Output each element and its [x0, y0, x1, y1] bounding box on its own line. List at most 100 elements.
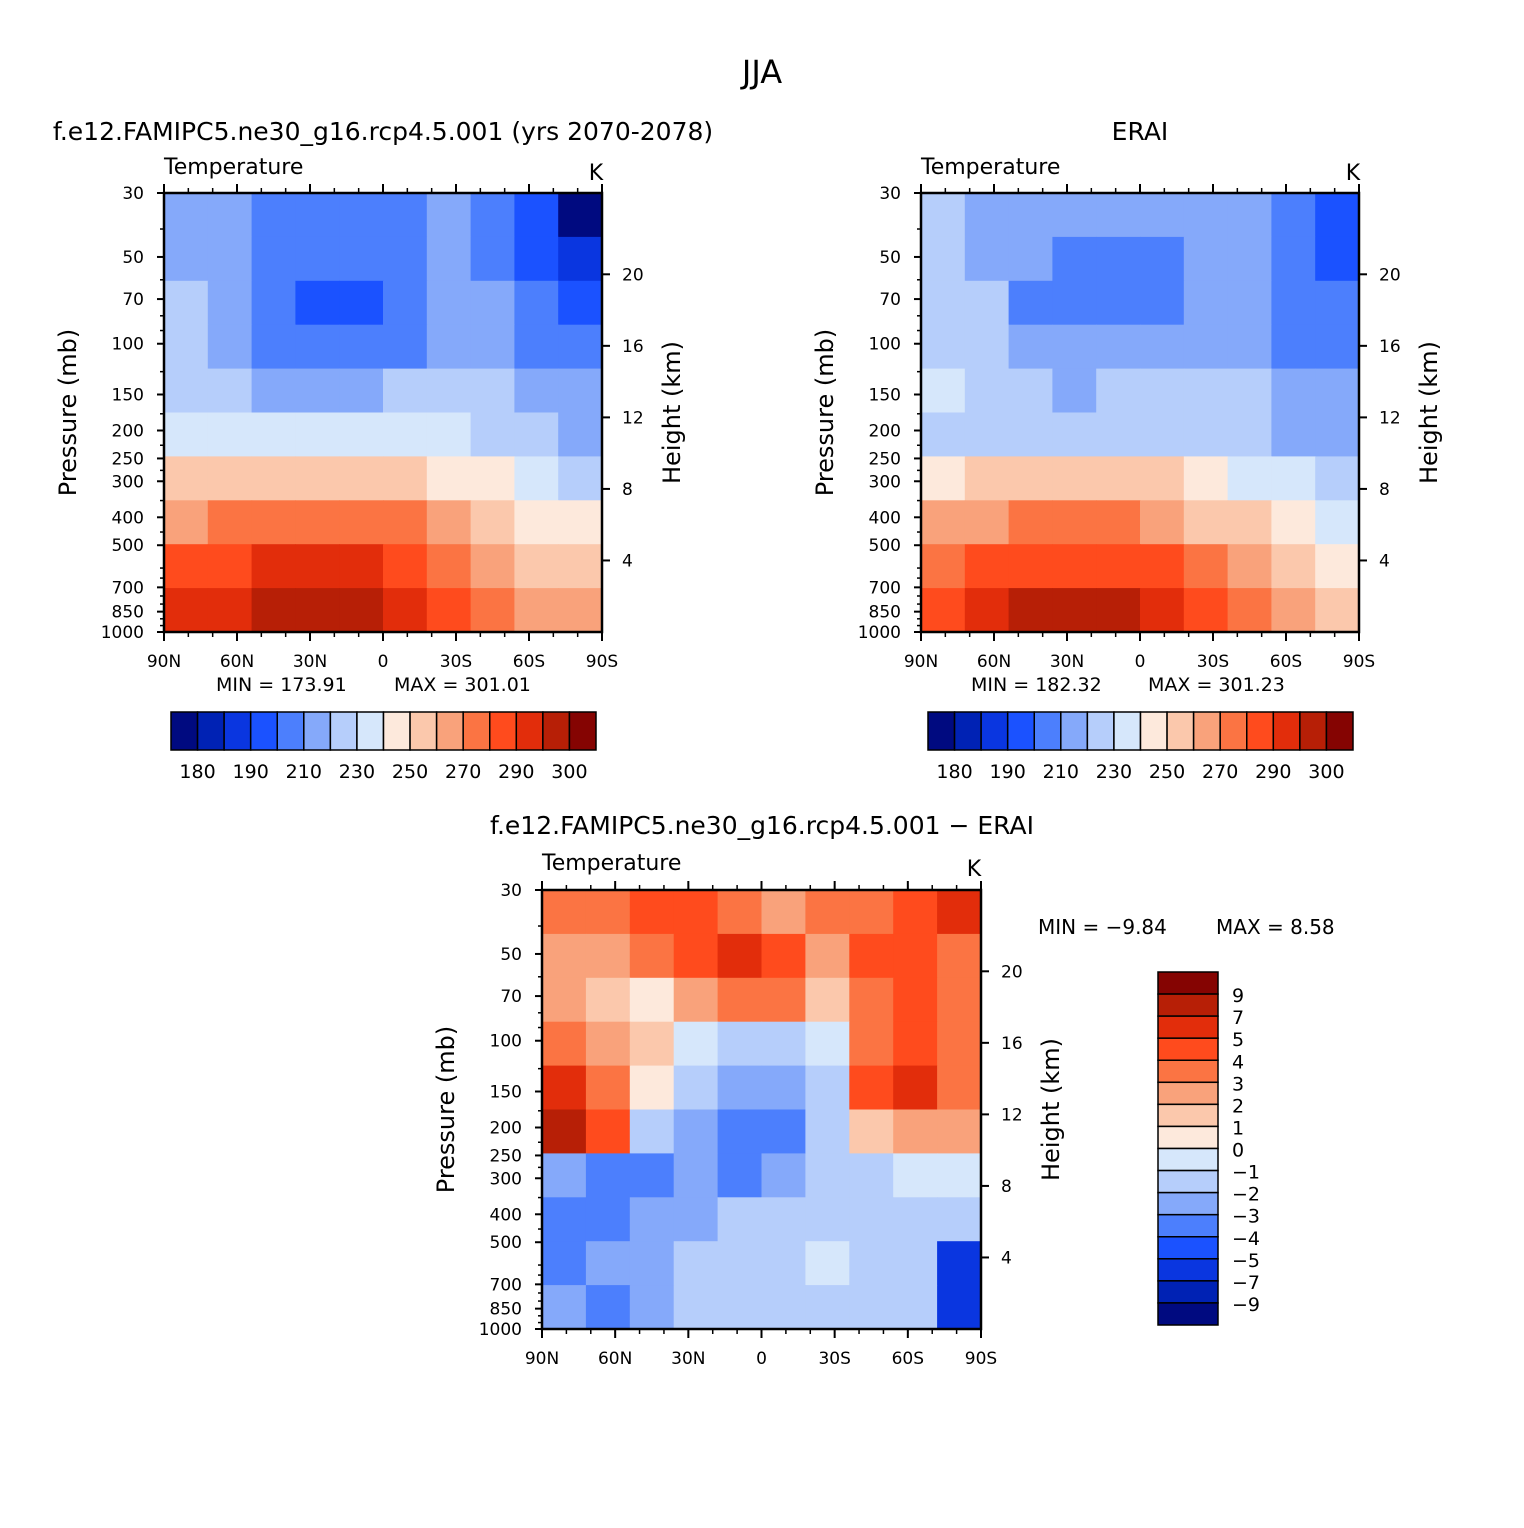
colorbar-label: 9: [1232, 985, 1244, 1007]
contour-cell: [893, 1197, 938, 1242]
contour-cell: [1008, 500, 1053, 545]
colorbar-label: 190: [990, 761, 1026, 783]
lat-tick-label: 0: [756, 1349, 767, 1369]
colorbar-label: 7: [1232, 1007, 1244, 1029]
contour-cell: [893, 1109, 938, 1154]
contour-cell: [629, 1241, 675, 1286]
contour-cell: [542, 1065, 587, 1111]
contour-cell: [1227, 368, 1272, 414]
contour-cell: [1096, 236, 1141, 282]
contour-cell: [295, 456, 340, 501]
contour-cell: [251, 280, 296, 326]
contour-cell: [717, 1153, 763, 1198]
contour-cell: [761, 933, 806, 979]
contour-cell: [558, 193, 602, 238]
contour-cell: [893, 1285, 938, 1329]
contour-cell: [893, 1065, 938, 1111]
contour-cell: [339, 588, 384, 632]
panel-obs-units: K: [1346, 161, 1361, 186]
ylabel-right: Height (km): [1415, 341, 1443, 484]
contour-cell: [426, 500, 472, 545]
colorbar-swatch: [223, 711, 252, 751]
contour-cell: [1096, 588, 1141, 632]
contour-cell: [717, 1285, 763, 1329]
contour-cell: [937, 933, 981, 979]
contour-cell: [542, 1153, 587, 1198]
contour-cell: [964, 544, 1010, 589]
contour-cell: [1271, 544, 1316, 589]
contour-cell: [1140, 193, 1185, 238]
height-tick-label: 8: [1001, 1177, 1012, 1197]
contour-cell: [629, 1065, 675, 1111]
colorbar-swatch: [1157, 993, 1219, 1017]
contour-cell: [585, 933, 631, 979]
contour-cell: [717, 977, 763, 1023]
colorbar-label: −1: [1232, 1162, 1260, 1184]
contour-cell: [1008, 412, 1053, 457]
contour-cell: [1183, 324, 1229, 370]
contour-cell: [1008, 544, 1053, 589]
pressure-tick-label: 850: [869, 603, 901, 623]
lat-tick-label: 30N: [293, 652, 327, 672]
contour-cell: [542, 933, 587, 979]
contour-cell: [585, 1285, 631, 1329]
pressure-tick-label: 300: [112, 472, 144, 492]
contour-cell: [849, 1021, 894, 1067]
contour-cell: [1008, 280, 1053, 326]
contour-cell: [251, 324, 296, 370]
contour-cell: [1227, 544, 1272, 589]
contour-cell: [849, 977, 894, 1023]
contour-cell: [849, 1109, 894, 1154]
contour-cell: [673, 1285, 719, 1329]
contour-cell: [937, 1109, 981, 1154]
contour-cell: [893, 1241, 938, 1286]
contour-cell: [542, 1285, 587, 1329]
pressure-tick-label: 850: [112, 603, 144, 623]
lat-tick-label: 60N: [220, 652, 254, 672]
colorbar-label: 300: [551, 761, 587, 783]
contour-cell: [164, 368, 209, 414]
contour-cell: [964, 193, 1010, 238]
contour-cell: [1183, 500, 1229, 545]
contour-cell: [717, 1109, 763, 1154]
contour-cell: [1052, 588, 1097, 632]
colorbar-label: 210: [1043, 761, 1079, 783]
contour-cell: [426, 236, 472, 282]
contour-cell: [964, 236, 1010, 282]
contour-cell: [1096, 368, 1141, 414]
contour-cell: [1227, 588, 1272, 632]
contour-cell: [1052, 280, 1097, 326]
contour-cell: [964, 588, 1010, 632]
contour-cell: [921, 193, 966, 238]
contour-cell: [717, 1197, 763, 1242]
contour-cell: [805, 1153, 850, 1198]
pressure-tick-label: 1000: [858, 623, 901, 643]
lat-tick-label: 30S: [440, 652, 472, 672]
panel-obs-variable: Temperature: [920, 155, 1060, 180]
contour-cell: [1183, 412, 1229, 457]
colorbar-swatch: [1157, 1236, 1219, 1260]
lat-tick-label: 60S: [513, 652, 545, 672]
contour-cell: [1008, 236, 1053, 282]
colorbar-swatch: [1157, 1081, 1219, 1106]
contour-cell: [893, 890, 938, 935]
contour-cell: [251, 193, 296, 238]
colorbar-label: −5: [1232, 1250, 1260, 1272]
pressure-tick-label: 400: [112, 508, 144, 528]
contour-cell: [470, 236, 515, 282]
contour-cell: [1315, 456, 1359, 501]
contour-cell: [295, 193, 340, 238]
colorbar-swatch: [1157, 1037, 1219, 1061]
contour-cell: [964, 412, 1010, 457]
contour-cell: [207, 368, 253, 414]
contour-cell: [1315, 193, 1359, 238]
contour-cell: [1271, 456, 1316, 501]
contour-cell: [542, 1197, 587, 1242]
colorbar-swatch: [196, 711, 225, 751]
colorbar-label: 230: [339, 761, 375, 783]
contour-cell: [1271, 588, 1316, 632]
contour-cell: [1315, 500, 1359, 545]
colorbar-swatch: [1157, 1059, 1219, 1084]
contour-cell: [164, 324, 209, 370]
